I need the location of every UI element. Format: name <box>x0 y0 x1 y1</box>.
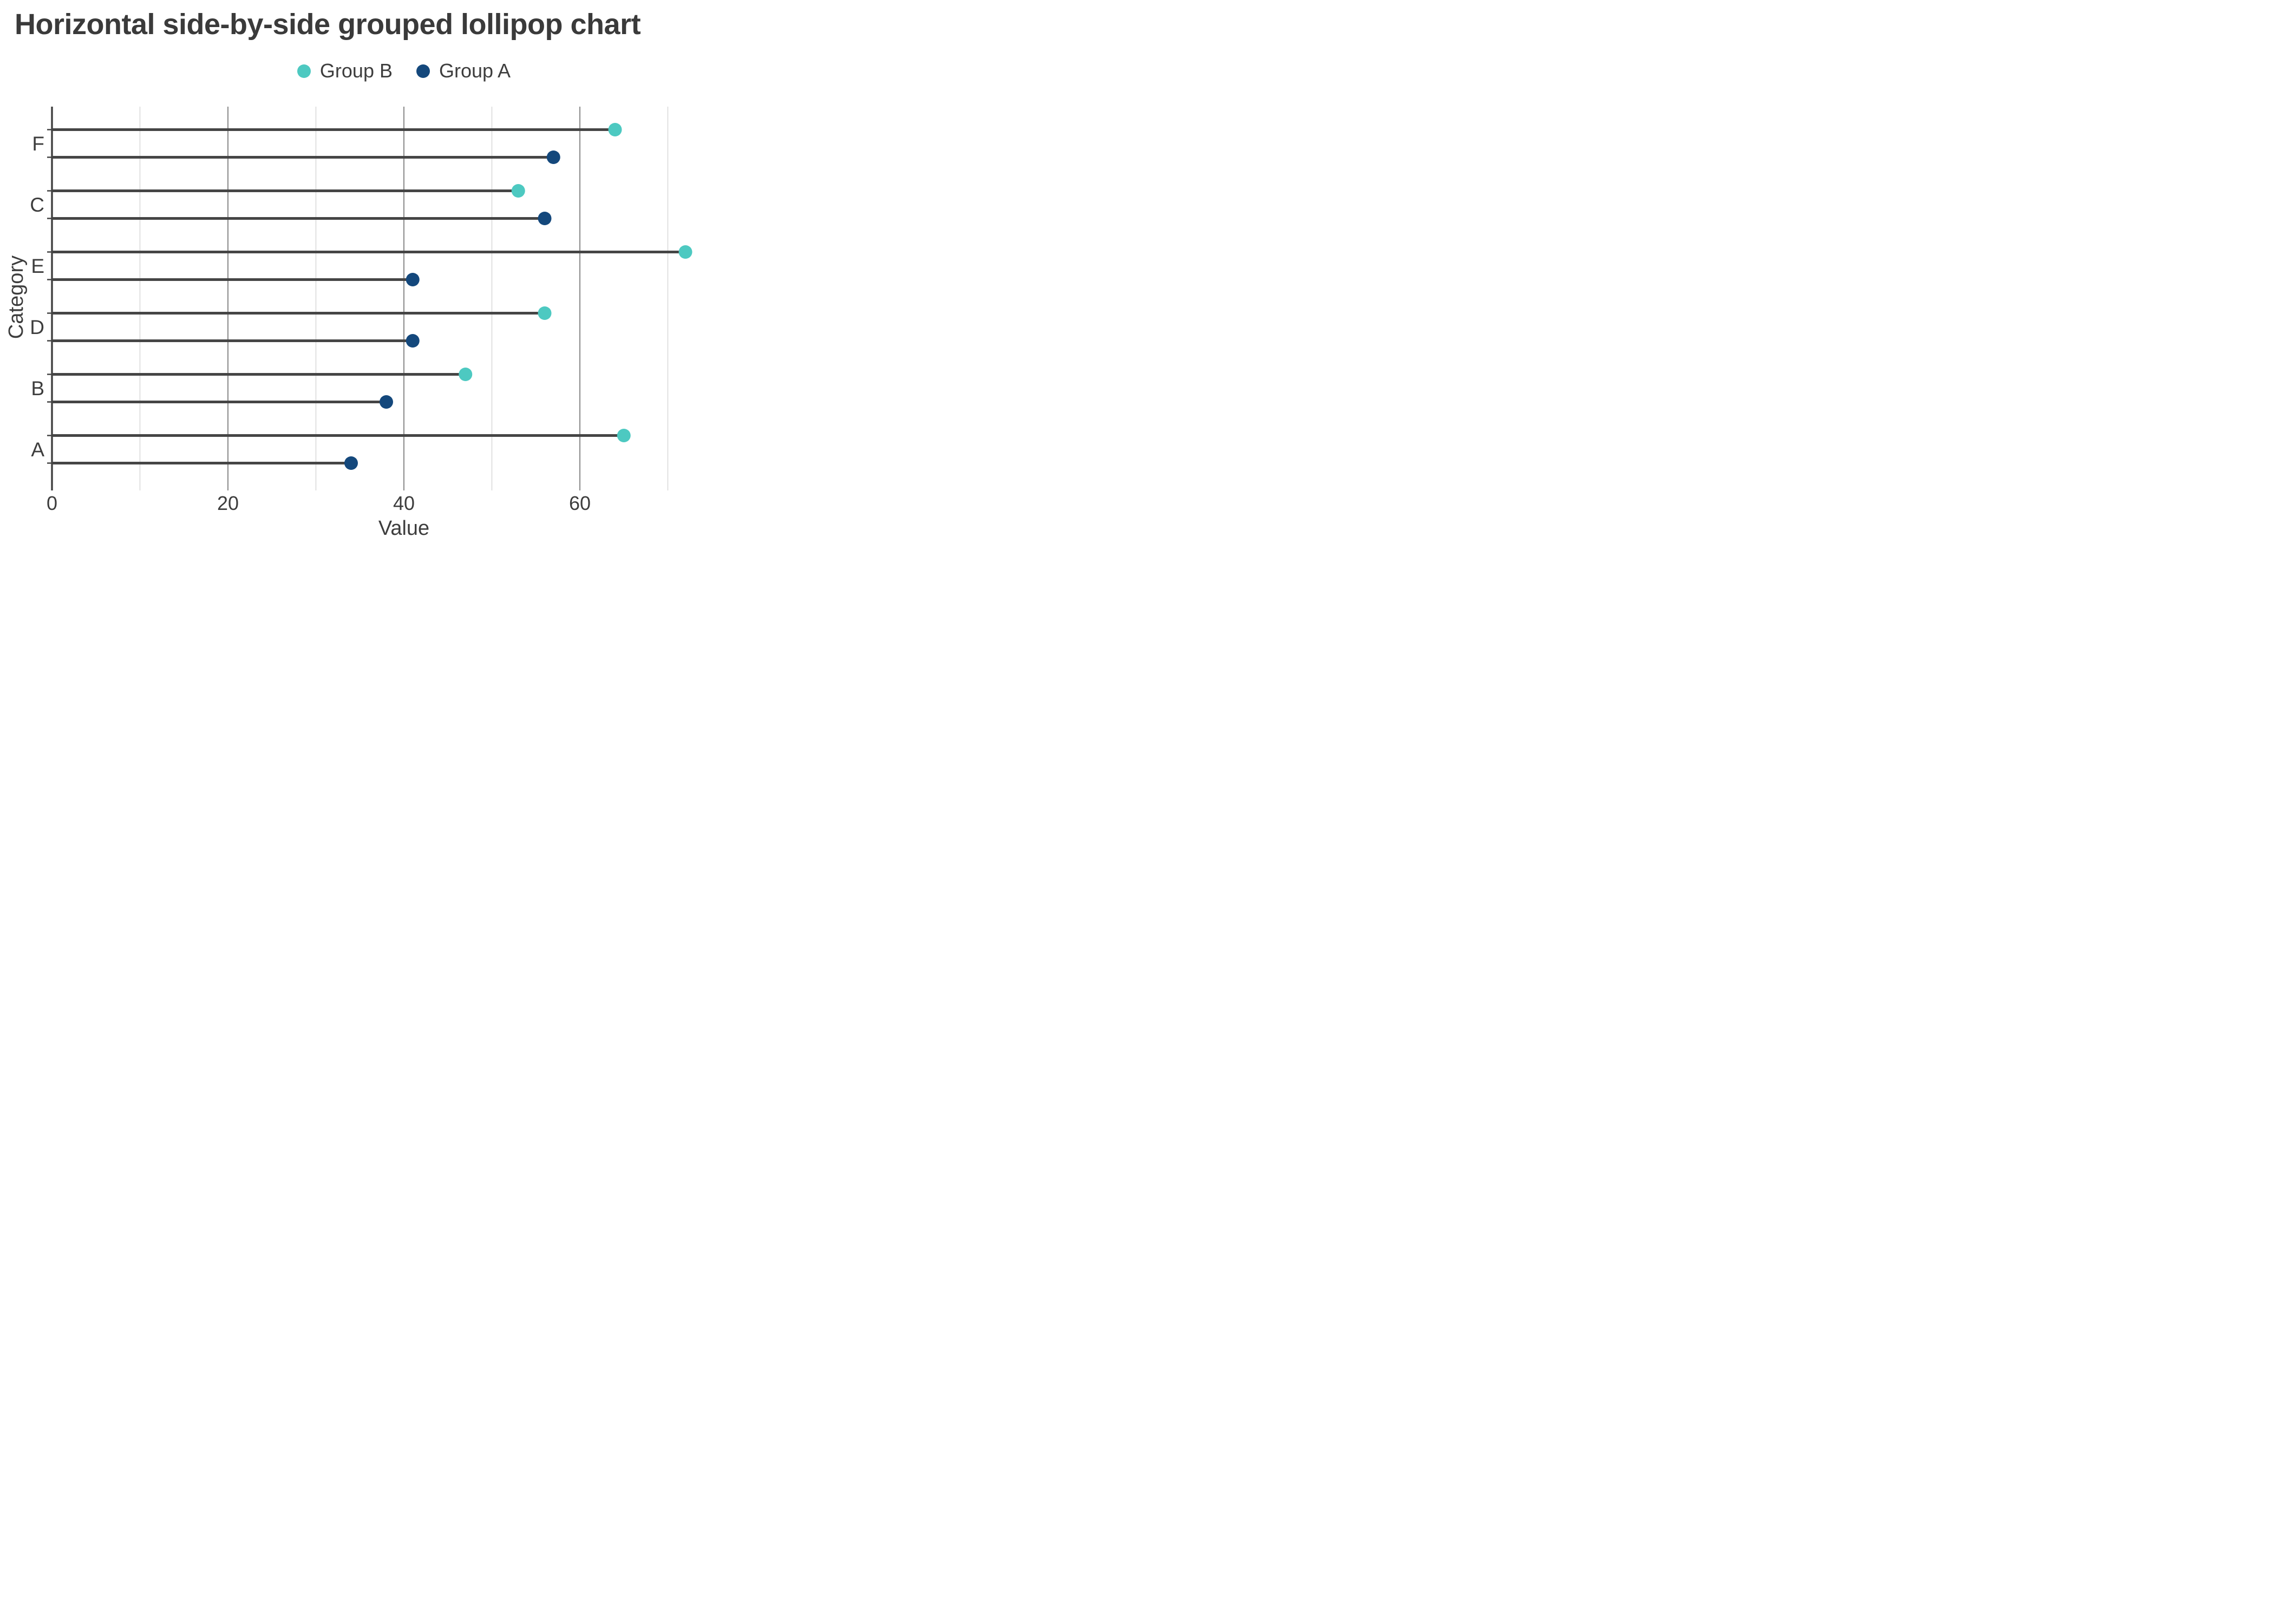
lollipop-stick-group-b-C <box>52 189 519 192</box>
y-tick-label-C: C <box>30 194 44 216</box>
legend-label-group-b: Group B <box>319 60 393 82</box>
lollipop-stick-group-b-D <box>52 312 545 315</box>
y-tick-label-D: D <box>30 316 44 338</box>
x-axis-title: Value <box>378 517 429 540</box>
lollipop-dot-group-b-E <box>678 245 692 259</box>
lollipop-stick-group-a-C <box>52 217 545 220</box>
legend-label-group-a: Group A <box>439 60 511 82</box>
lollipop-dot-group-a-E <box>406 273 420 286</box>
y-tick-label-A: A <box>31 438 44 461</box>
lollipop-dot-group-b-D <box>538 306 552 320</box>
chart-title: Horizontal side-by-side grouped lollipop… <box>15 8 641 41</box>
lollipop-stick-group-a-E <box>52 278 413 281</box>
legend-swatch-group-a-icon <box>416 64 430 78</box>
x-tick-label-20: 20 <box>217 492 239 514</box>
lollipop-dot-group-b-C <box>511 184 525 198</box>
lollipop-dot-group-a-A <box>344 456 358 470</box>
chart-plot-area: F C E D B A 0 20 40 60 Value Category <box>5 107 692 540</box>
lollipop-stick-group-a-A <box>52 462 351 464</box>
lollipop-dot-group-a-D <box>406 334 420 348</box>
lollipop-dot-group-b-F <box>608 123 622 136</box>
legend: Group B Group A <box>52 60 756 82</box>
y-tick-label-B: B <box>31 377 44 400</box>
y-axis-title: Category <box>5 256 28 339</box>
lollipop-stick-group-a-B <box>52 401 387 403</box>
y-tick-label-F: F <box>32 133 44 155</box>
lollipop-dot-group-a-F <box>546 150 560 164</box>
lollipop-stick-group-a-F <box>52 156 554 159</box>
lollipop-stick-group-b-B <box>52 373 466 376</box>
lollipop-stick-group-b-F <box>52 128 615 131</box>
x-tick-label-60: 60 <box>569 492 591 514</box>
lollipop-stick-group-b-E <box>52 251 685 253</box>
lollipop-dot-group-b-A <box>617 429 631 442</box>
lollipop-dot-group-a-B <box>380 395 393 409</box>
x-tick-label-0: 0 <box>47 492 57 514</box>
lollipop-stick-group-b-A <box>52 434 624 437</box>
legend-item-group-a: Group A <box>416 60 511 82</box>
legend-item-group-b: Group B <box>297 60 393 82</box>
y-tick-label-E: E <box>31 255 44 277</box>
x-tick-label-40: 40 <box>393 492 415 514</box>
lollipop-chart-page: Horizontal side-by-side grouped lollipop… <box>0 0 758 541</box>
lollipop-dot-group-b-B <box>459 368 473 381</box>
lollipop-dot-group-a-C <box>538 212 552 225</box>
lollipop-stick-group-a-D <box>52 339 413 342</box>
legend-swatch-group-b-icon <box>297 64 311 78</box>
